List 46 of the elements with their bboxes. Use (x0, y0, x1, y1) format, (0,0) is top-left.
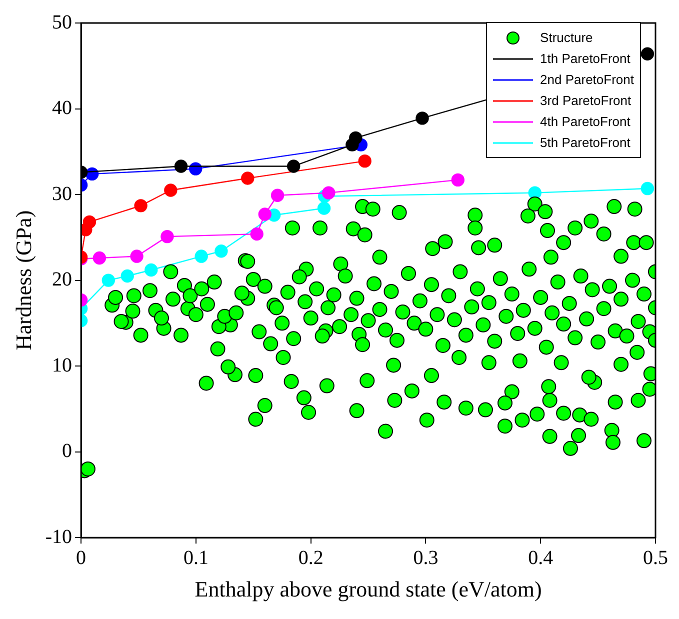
point (214, 244, 228, 258)
y-tick-label: 40 (52, 97, 72, 120)
point (640, 47, 654, 60)
point (160, 230, 174, 244)
x-tick-label: 0.2 (298, 546, 324, 569)
point (82, 215, 96, 229)
legend-label: 2nd ParetoFront (540, 72, 634, 87)
point (258, 208, 272, 221)
x-tick-label: 0.1 (183, 546, 208, 569)
point (130, 250, 144, 263)
point (241, 172, 254, 185)
y-tick-label: 30 (52, 182, 72, 205)
legend-label: 3rd ParetoFront (540, 93, 632, 108)
point (640, 182, 654, 196)
point (164, 184, 178, 197)
legend-label: 5th ParetoFront (540, 135, 630, 150)
y-tick-label: 50 (52, 11, 72, 34)
legend-label: Structure (540, 30, 593, 45)
x-tick-label: 0.5 (643, 546, 668, 569)
y-axis-title: Hardness (GPa) (10, 210, 36, 350)
point (102, 274, 116, 287)
point (416, 112, 429, 125)
point (358, 154, 372, 168)
y-tick-label: 0 (62, 440, 72, 462)
point (194, 250, 208, 263)
x-tick-label: 0.3 (413, 546, 438, 569)
point (92, 251, 106, 265)
point (250, 227, 264, 241)
x-tick-label: 0 (76, 546, 86, 569)
point (451, 173, 464, 187)
point (317, 202, 331, 215)
x-axis-title: Enthalpy above ground state (eV/atom) (194, 576, 542, 602)
point (322, 186, 336, 200)
point (120, 269, 134, 283)
point (174, 160, 188, 173)
point (287, 160, 300, 173)
point (134, 199, 148, 212)
y-tick-label: 10 (52, 354, 72, 376)
x-tick-label: 0.4 (528, 546, 554, 569)
y-tick-label: -10 (45, 526, 72, 548)
point (144, 263, 158, 277)
legend-label: 1th ParetoFront (540, 51, 630, 66)
y-tick-label: 20 (52, 268, 72, 291)
point (270, 188, 284, 202)
point (349, 131, 362, 145)
legend-label: 4th ParetoFront (540, 114, 630, 129)
